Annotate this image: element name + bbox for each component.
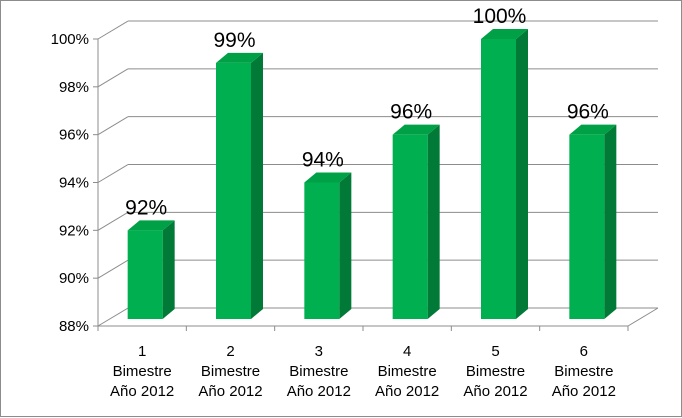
data-labels: 92% 99% 94% 96% 100% 96% (125, 5, 609, 219)
x-tick-label-line: Año 2012 (463, 383, 527, 400)
x-tick-label-line: Año 2012 (375, 383, 439, 400)
bar (216, 52, 263, 320)
floor-edge (627, 307, 659, 327)
x-tick-label: 1 Bimestre Año 2012 (110, 343, 174, 400)
gridline-diagonal (97, 68, 129, 88)
bar-front (216, 62, 251, 320)
data-label: 94% (302, 149, 344, 172)
x-tick-label-line: Bimestre (378, 363, 437, 380)
x-tick-label-line: Bimestre (466, 363, 525, 380)
x-tick-label-line: 5 (491, 343, 499, 360)
data-label: 92% (125, 196, 167, 219)
gridline-diagonal (97, 307, 129, 327)
y-tick-label: 98% (59, 79, 89, 96)
data-label: 99% (213, 29, 255, 52)
x-tick-label-line: Año 2012 (552, 383, 616, 400)
x-tick-label-line: 6 (580, 343, 588, 360)
x-tick-label: 2 Bimestre Año 2012 (198, 343, 262, 400)
bar-top (392, 124, 440, 135)
gridline-diagonal (97, 164, 129, 183)
gridline-diagonal (97, 20, 129, 40)
bar (127, 220, 175, 319)
bar-side (162, 220, 175, 319)
bar-top (216, 52, 263, 63)
y-tick-label: 92% (59, 222, 89, 239)
x-tick-label-line: Bimestre (554, 363, 613, 380)
gridline-diagonal (97, 211, 129, 231)
bar-top (569, 124, 617, 135)
x-tick-label-line: Bimestre (289, 363, 348, 380)
y-tick-label: 94% (59, 175, 89, 192)
bar-side (251, 52, 263, 320)
bar (481, 29, 528, 319)
y-tick-label: 100% (51, 31, 89, 48)
data-label: 96% (390, 101, 432, 124)
bar-side (516, 29, 528, 319)
x-tick-label-line: Año 2012 (198, 383, 262, 400)
bar-top (127, 220, 175, 231)
x-tick-label-line: 2 (226, 343, 234, 360)
bar (304, 172, 352, 319)
bar-side (604, 124, 617, 320)
y-axis: 88% 90% 92% 94% 96% 98% 100% (51, 31, 99, 335)
x-tick-label-line: Bimestre (113, 363, 172, 380)
gridline-diagonal (97, 116, 129, 136)
x-tick-label-line: 3 (315, 343, 323, 360)
x-tick-label: 4 Bimestre Año 2012 (375, 343, 439, 400)
data-label: 100% (473, 5, 527, 28)
bar-front (481, 39, 516, 319)
bar-front (569, 134, 605, 319)
x-tick-label: 5 Bimestre Año 2012 (463, 343, 527, 400)
bar-top (304, 172, 352, 183)
x-tick-label-line: 1 (138, 343, 146, 360)
bar (569, 124, 617, 320)
x-tick-label-line: Bimestre (201, 363, 260, 380)
data-label: 96% (567, 101, 609, 124)
x-tick-label-line: Año 2012 (287, 383, 351, 400)
bar-side (339, 172, 352, 319)
bar (392, 124, 440, 320)
bar-side (427, 124, 440, 320)
y-tick-label: 88% (59, 318, 89, 335)
x-tick-label-line: Año 2012 (110, 383, 174, 400)
bar-front (392, 134, 428, 319)
x-tick-label: 3 Bimestre Año 2012 (287, 343, 351, 400)
gridline-diagonal (97, 259, 129, 279)
bars (127, 29, 617, 320)
x-tick-label: 6 Bimestre Año 2012 (552, 343, 616, 400)
bar-top (481, 29, 528, 39)
x-axis: 1 Bimestre Año 2012 2 Bimestre Año 2012 3 Bimes… (97, 307, 659, 400)
bar-front (304, 182, 340, 319)
y-tick-label: 96% (59, 127, 89, 144)
y-tick-label: 90% (59, 270, 89, 287)
bar-front (127, 230, 163, 319)
x-tick-label-line: 4 (403, 343, 411, 360)
